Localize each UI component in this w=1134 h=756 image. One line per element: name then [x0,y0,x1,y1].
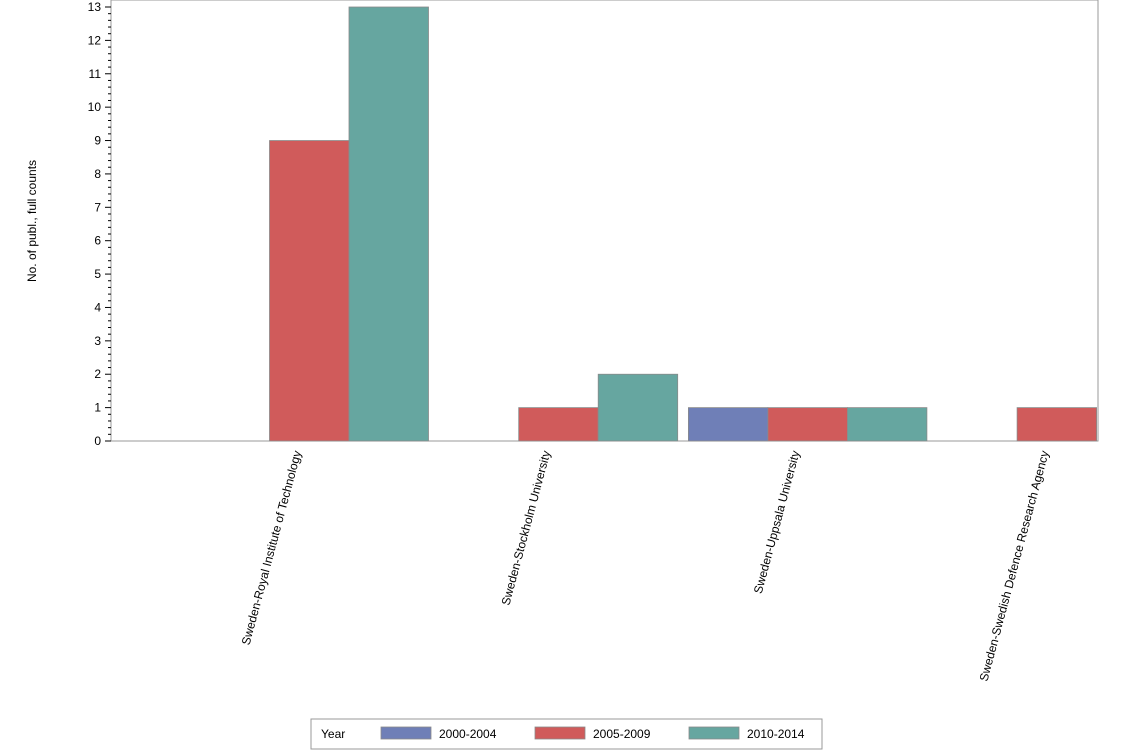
legend-swatch-2010-2014 [688,726,740,740]
legend-label: 2005-2009 [593,727,651,741]
legend-label: 2010-2014 [747,727,805,741]
y-tick-label: 0 [94,434,101,448]
y-tick-label: 12 [88,33,102,47]
legend-title: Year [321,727,345,741]
y-tick-label: 3 [94,334,101,348]
bars-group [269,6,1097,442]
bar-2005-2009 [269,140,350,442]
y-axis-title: No. of publ., full counts [25,160,39,282]
y-tick-label: 13 [88,0,102,14]
y-tick-label: 4 [94,300,101,314]
y-tick-label: 10 [88,100,102,114]
legend-swatch-2000-2004 [380,726,432,740]
bar-2005-2009 [518,407,599,442]
x-tick-label: Sweden-Uppsala University [751,449,803,595]
y-tick-label: 6 [94,234,101,248]
y-tick-label: 5 [94,267,101,281]
bar-2010-2014 [348,6,429,442]
legend-swatch-2005-2009 [534,726,586,740]
bar-2010-2014 [597,373,679,442]
y-tick-label: 2 [94,367,101,381]
bar-2010-2014 [847,407,928,442]
y-tick-label: 11 [89,67,102,81]
x-tick-label: Sweden-Swedish Defence Research Agency [977,449,1052,683]
y-tick-label: 1 [94,401,101,415]
bar-2005-2009 [767,407,848,442]
bar-2005-2009 [1016,407,1097,442]
x-tick-label: Sweden-Stockholm University [499,449,554,607]
y-tick-label: 8 [94,167,101,181]
y-tick-label: 7 [94,200,101,214]
legend-label: 2000-2004 [439,727,497,741]
legend: Year 2000-2004 2005-2009 2010-2014 [310,718,823,750]
legend-items: 2000-2004 2005-2009 2010-2014 [380,726,805,741]
bar-2000-2004 [688,407,769,442]
x-axis: Sweden-Royal Institute of Technology Swed… [239,449,1052,683]
x-tick-label: Sweden-Royal Institute of Technology [239,449,304,646]
y-tick-label: 9 [94,134,101,148]
